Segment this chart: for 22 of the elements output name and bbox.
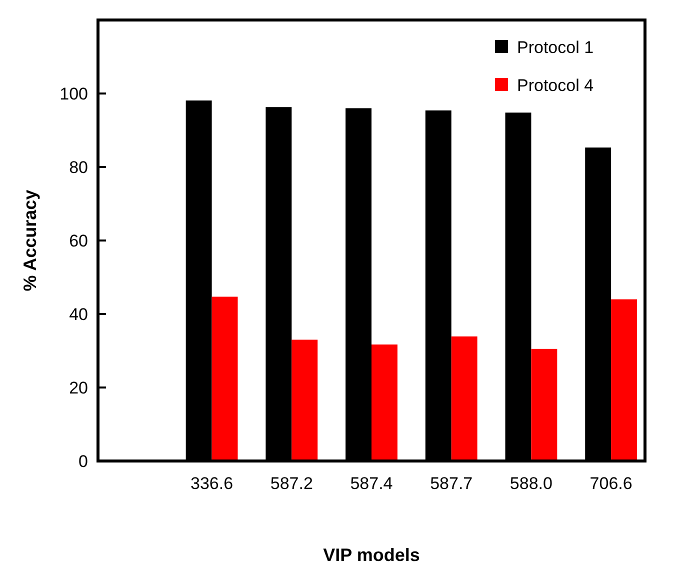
bar: [611, 299, 638, 461]
bar: [212, 296, 238, 461]
y-tick-label: 20: [69, 378, 88, 398]
bar: [372, 344, 398, 461]
x-tick-label: 587.2: [270, 474, 313, 493]
x-tick-label: 587.4: [350, 474, 393, 493]
x-tick-label: 706.6: [590, 474, 632, 493]
x-tick-label: 336.6: [190, 474, 234, 493]
y-tick-label: 0: [78, 452, 88, 471]
y-tick-label: 40: [69, 304, 88, 324]
x-axis-title: VIP models: [323, 545, 420, 565]
x-tick-label: 588.0: [510, 474, 552, 493]
y-tick-label: 100: [60, 84, 88, 104]
bar: [451, 336, 478, 461]
y-axis-title: % Accuracy: [20, 190, 40, 292]
legend-label: Protocol 1: [517, 38, 594, 57]
y-tick-label: 80: [69, 158, 88, 177]
bar: [292, 340, 318, 461]
legend-label: Protocol 4: [517, 76, 594, 95]
bar: [531, 348, 558, 461]
y-tick-label: 60: [69, 231, 88, 250]
x-tick-label: 587.7: [430, 474, 473, 493]
